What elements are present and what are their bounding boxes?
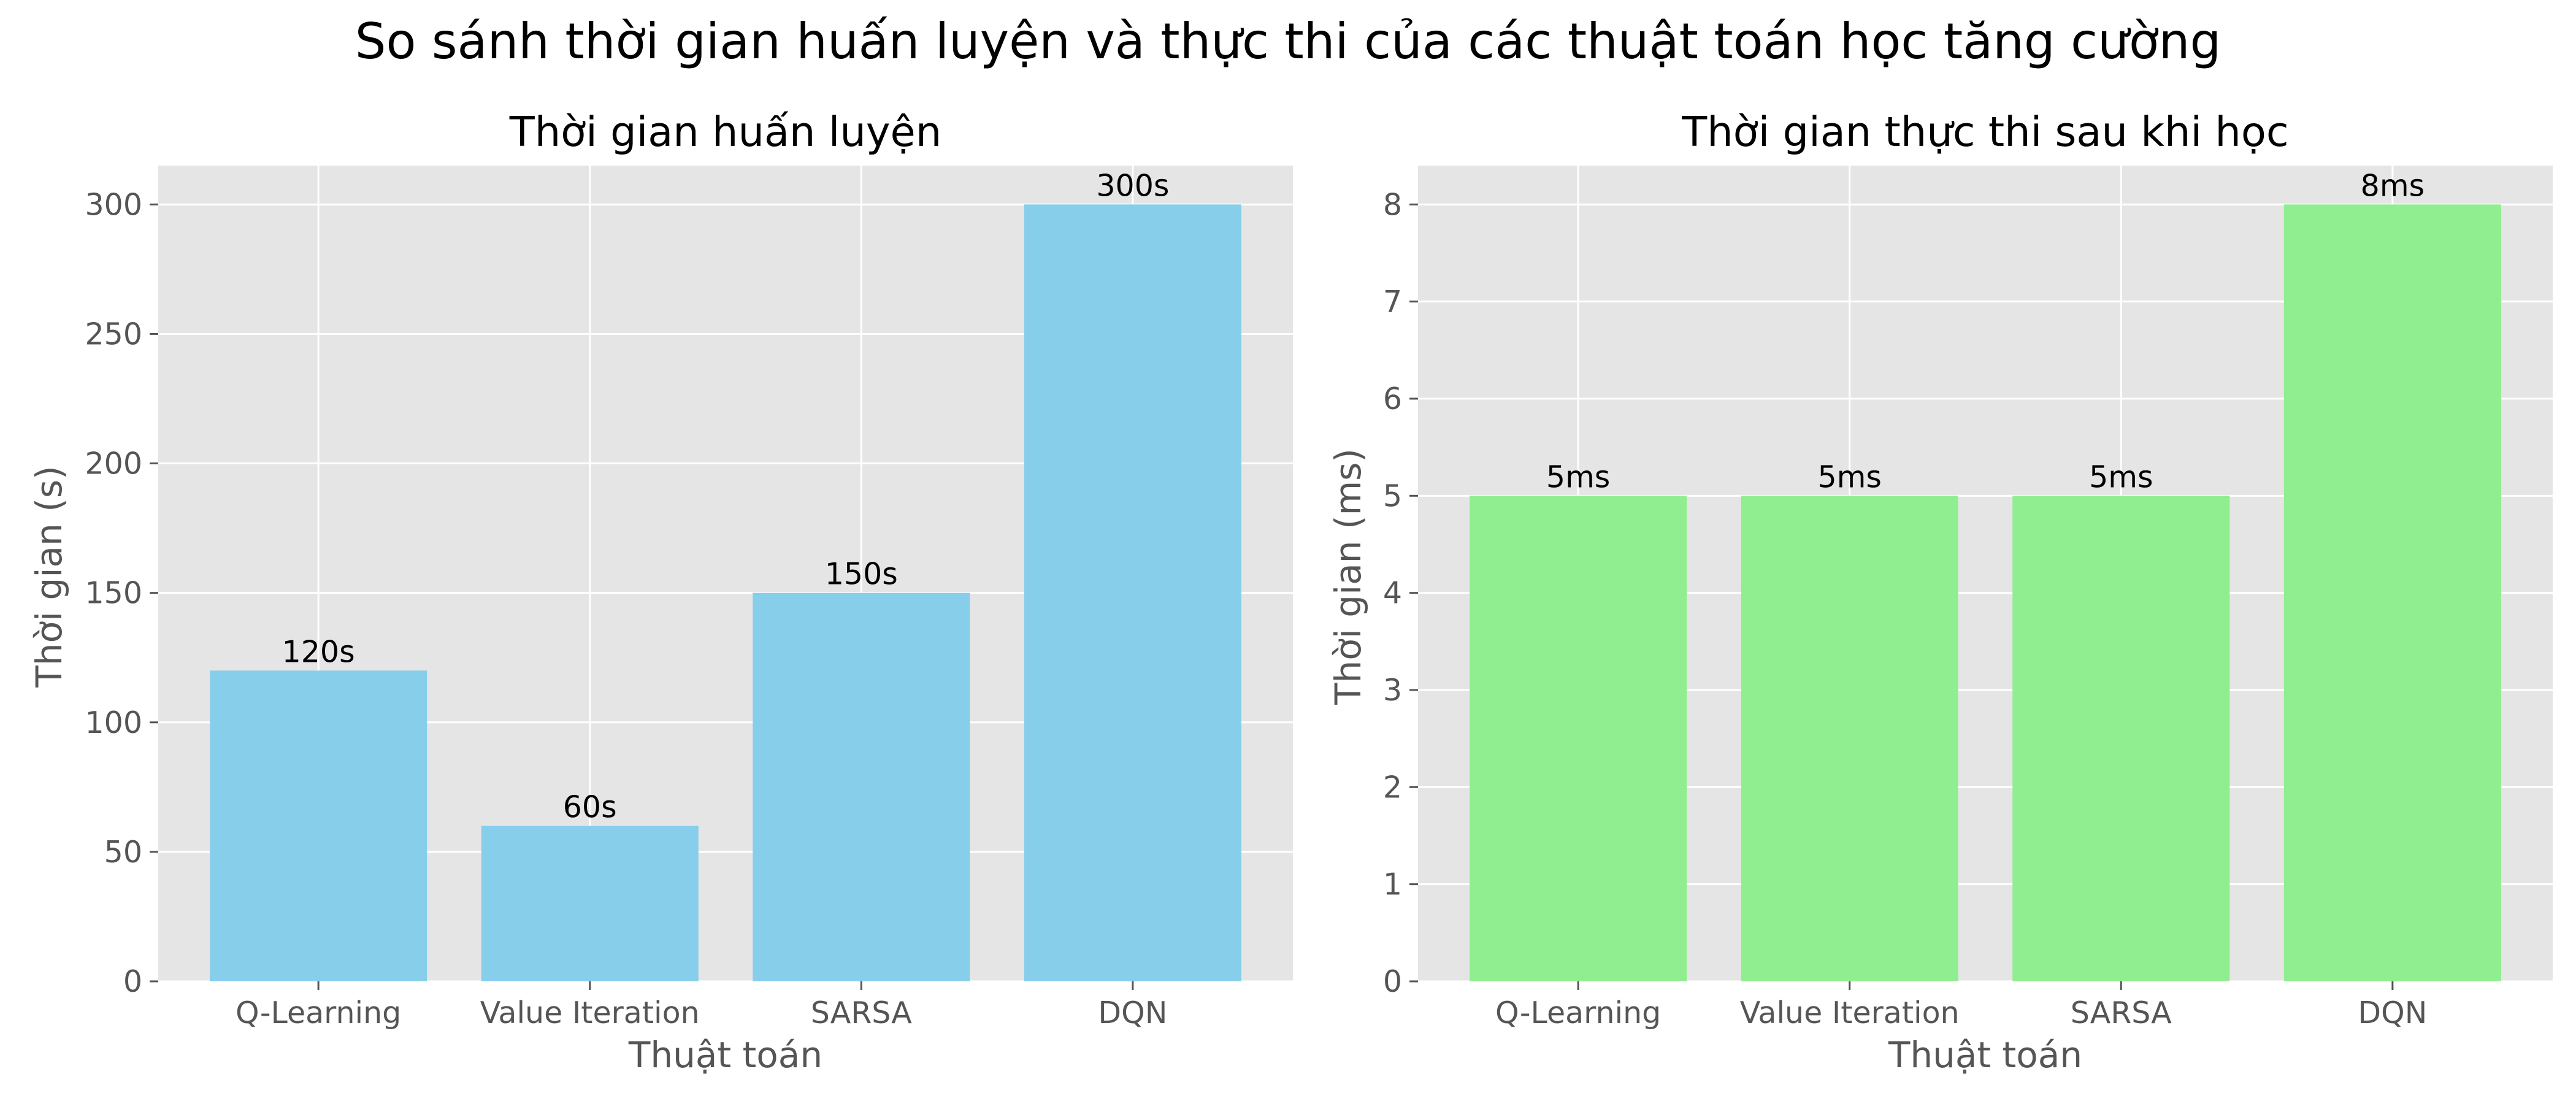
execution-ytick-label: 5 bbox=[1383, 478, 1402, 513]
training-time-panel: Thời gian huấn luyện Thuật toán Thời gia… bbox=[28, 108, 1293, 1076]
execution-bar-value-iteration bbox=[1741, 496, 1958, 981]
training-bar-dqn bbox=[1024, 204, 1241, 981]
execution-xtick-label: Value Iteration bbox=[1740, 995, 1960, 1030]
training-data-label: 300s bbox=[1096, 168, 1169, 203]
execution-xtick-label: Q-Learning bbox=[1495, 995, 1661, 1030]
training-ytick-label: 0 bbox=[123, 964, 142, 999]
training-ytick-label: 100 bbox=[85, 705, 142, 740]
figure-title: So sánh thời gian huấn luyện và thực thi… bbox=[355, 13, 2221, 70]
execution-data-label: 5ms bbox=[1546, 459, 1610, 494]
training-bar-sarsa bbox=[753, 592, 970, 981]
execution-ytick-label: 7 bbox=[1383, 285, 1402, 320]
training-ytick-label: 50 bbox=[104, 835, 142, 870]
training-data-label: 120s bbox=[282, 634, 355, 669]
training-ytick-label: 250 bbox=[85, 316, 142, 351]
execution-time-panel: Thời gian thực thi sau khi học Thuật toá… bbox=[1327, 108, 2553, 1076]
execution-time-title: Thời gian thực thi sau khi học bbox=[1681, 108, 2288, 156]
training-data-label: 150s bbox=[825, 557, 898, 592]
training-bar-q-learning bbox=[210, 670, 427, 981]
training-ytick-label: 300 bbox=[85, 187, 142, 222]
execution-time-xlabel: Thuật toán bbox=[1888, 1034, 2082, 1076]
execution-xtick-label: DQN bbox=[2358, 995, 2427, 1030]
execution-time-ylabel: Thời gian (ms) bbox=[1327, 448, 1369, 705]
execution-bar-dqn bbox=[2283, 204, 2501, 981]
execution-bar-sarsa bbox=[2012, 496, 2230, 981]
training-xtick-label: Value Iteration bbox=[480, 995, 700, 1030]
execution-data-label: 5ms bbox=[2089, 459, 2153, 494]
training-bar-value-iteration bbox=[481, 826, 699, 981]
execution-xtick-label: SARSA bbox=[2071, 995, 2172, 1030]
execution-ytick-label: 6 bbox=[1383, 381, 1402, 416]
training-ytick-label: 150 bbox=[85, 576, 142, 611]
execution-ytick-label: 1 bbox=[1383, 867, 1402, 902]
execution-ytick-label: 2 bbox=[1383, 770, 1402, 805]
execution-ytick-label: 8 bbox=[1383, 187, 1402, 222]
execution-ytick-label: 3 bbox=[1383, 673, 1402, 708]
training-ytick-label: 200 bbox=[85, 447, 142, 481]
training-time-title: Thời gian huấn luyện bbox=[509, 108, 941, 156]
training-xtick-label: Q-Learning bbox=[236, 995, 401, 1030]
execution-data-label: 8ms bbox=[2361, 168, 2425, 203]
execution-data-label: 5ms bbox=[1817, 459, 1881, 494]
execution-bar-q-learning bbox=[1470, 496, 1687, 981]
training-xtick-label: DQN bbox=[1098, 995, 1167, 1030]
training-xtick-label: SARSA bbox=[811, 995, 913, 1030]
execution-ytick-label: 0 bbox=[1383, 964, 1402, 999]
training-time-ylabel: Thời gian (s) bbox=[28, 466, 70, 688]
training-data-label: 60s bbox=[563, 790, 617, 825]
training-time-xlabel: Thuật toán bbox=[628, 1034, 822, 1076]
execution-ytick-label: 4 bbox=[1383, 576, 1402, 611]
